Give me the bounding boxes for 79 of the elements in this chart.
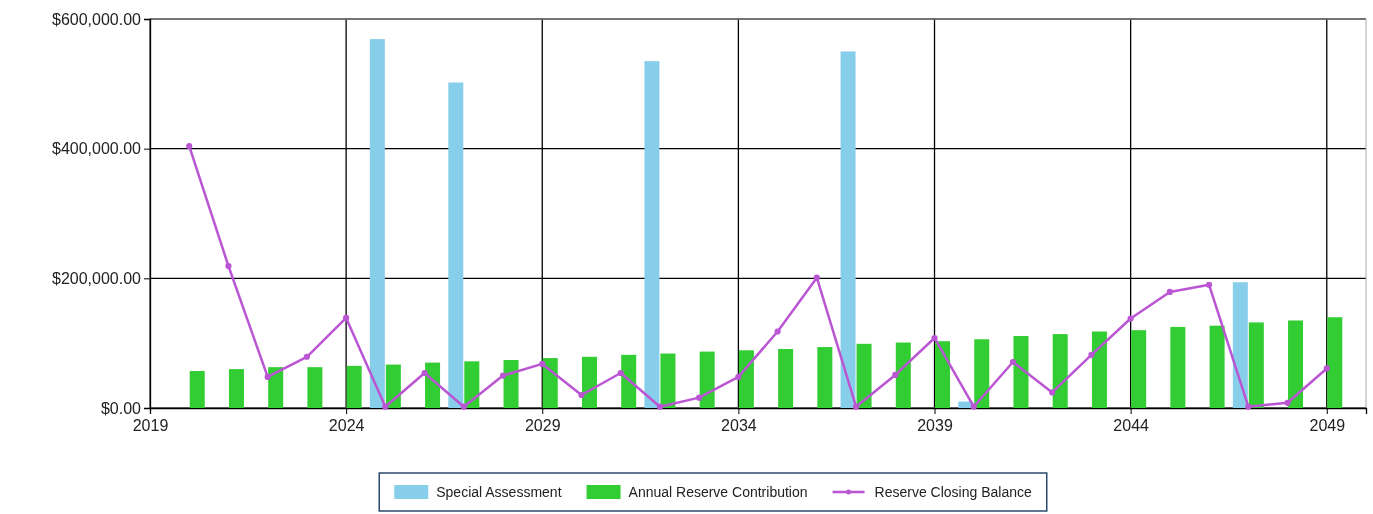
bar xyxy=(1288,320,1304,408)
point xyxy=(303,353,310,360)
bar xyxy=(581,356,597,408)
bar xyxy=(738,350,754,408)
bar xyxy=(660,353,676,408)
y-tick-label: $200,000.00 xyxy=(52,269,142,287)
legend-label: Reserve Closing Balance xyxy=(874,484,1032,500)
bar xyxy=(1013,336,1029,408)
y-tick-label: $600,000.00 xyxy=(52,10,142,28)
x-tick-label: 2019 xyxy=(132,417,169,435)
point xyxy=(931,334,938,342)
bar xyxy=(448,82,464,408)
bar xyxy=(346,365,362,408)
bar xyxy=(1131,330,1147,408)
bar xyxy=(895,342,911,408)
x-tick-label: 2049 xyxy=(1309,417,1346,435)
point xyxy=(1284,399,1291,406)
point xyxy=(186,142,193,150)
x-tick-label: 2044 xyxy=(1113,417,1150,435)
bar xyxy=(778,349,794,408)
bar xyxy=(1232,282,1248,408)
point xyxy=(382,403,389,410)
bar xyxy=(621,354,637,408)
x-tick-label: 2029 xyxy=(524,417,561,435)
bar xyxy=(464,361,480,408)
x-tick-label: 2034 xyxy=(721,417,757,435)
point xyxy=(264,373,271,380)
bar xyxy=(1052,334,1068,408)
bar xyxy=(1248,322,1264,408)
point xyxy=(696,394,703,401)
bar xyxy=(935,341,951,408)
point xyxy=(813,274,820,281)
point xyxy=(460,403,467,410)
bar xyxy=(1170,326,1186,408)
point xyxy=(1127,315,1134,322)
point xyxy=(1166,288,1173,296)
bar xyxy=(542,358,558,408)
bar xyxy=(189,371,205,408)
bar xyxy=(856,343,872,408)
bar xyxy=(425,362,441,408)
point xyxy=(343,314,350,321)
bar xyxy=(1091,331,1107,408)
bar xyxy=(699,351,715,408)
bar xyxy=(503,360,519,408)
point xyxy=(617,369,624,377)
point xyxy=(892,371,899,379)
bar xyxy=(268,367,284,408)
point xyxy=(1009,358,1017,366)
point xyxy=(499,372,507,379)
bar xyxy=(840,51,856,408)
point xyxy=(1049,389,1056,396)
bar xyxy=(228,369,244,408)
point xyxy=(225,262,232,270)
point xyxy=(539,360,546,367)
point xyxy=(421,369,428,377)
bar xyxy=(974,339,990,408)
bar xyxy=(644,61,660,408)
y-tick-label: $0.00 xyxy=(100,399,142,417)
bar xyxy=(1327,317,1343,408)
y-tick-label: $400,000.00 xyxy=(52,140,142,158)
point xyxy=(970,403,977,410)
bar xyxy=(817,347,833,408)
bar xyxy=(1209,325,1225,408)
point xyxy=(1245,403,1252,410)
bar xyxy=(307,367,323,408)
point xyxy=(735,373,742,380)
point xyxy=(1206,281,1213,288)
legend-label: Special Assessment xyxy=(436,484,562,500)
point xyxy=(656,403,664,410)
point xyxy=(1323,365,1330,372)
point xyxy=(774,328,781,335)
bar xyxy=(369,39,385,408)
point xyxy=(852,403,860,410)
bar xyxy=(385,364,401,408)
point xyxy=(578,391,585,399)
legend-label: Annual Reserve Contribution xyxy=(628,484,808,500)
point xyxy=(1088,351,1095,358)
x-tick-label: 2024 xyxy=(328,417,365,435)
x-tick-label: 2039 xyxy=(917,417,953,435)
